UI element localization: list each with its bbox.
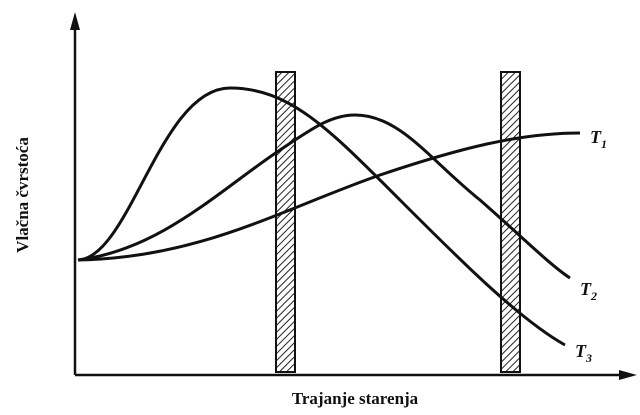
curve-label: T1 — [590, 127, 607, 151]
curve-label: T3 — [575, 341, 592, 365]
x-axis-label: Trajanje starenja — [292, 389, 419, 408]
x-axis-arrow — [619, 370, 637, 380]
hatched-band — [500, 71, 521, 373]
curve-t3 — [77, 86, 566, 347]
curve-t1 — [77, 131, 581, 262]
curve-t2 — [77, 113, 571, 280]
y-axis-label: Vlačna čvrstoća — [13, 137, 32, 253]
curve-label: T2 — [580, 279, 597, 303]
y-axis-arrow — [70, 12, 80, 30]
hatched-band — [275, 71, 296, 373]
